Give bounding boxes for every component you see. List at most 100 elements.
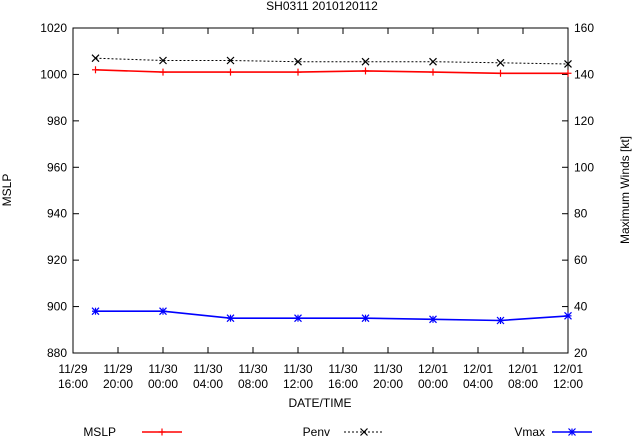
data-point-vmax — [361, 314, 370, 323]
marker-stroke — [429, 315, 437, 324]
series-line-vmax — [95, 310, 569, 322]
plot-area-frame — [72, 27, 569, 354]
y2-axis-label: Maximum Winds [kt] — [618, 136, 632, 244]
x-tick-label-date: 11/30 — [148, 362, 177, 376]
y-tick-label: 900 — [47, 300, 67, 314]
marker-stroke — [159, 307, 167, 316]
y2-tick-label: 60 — [574, 253, 588, 267]
x-tick-label-time: 16:00 — [328, 377, 358, 391]
marker-stroke — [294, 57, 302, 66]
chart-title: SH0311 2010120112 — [266, 0, 378, 13]
marker-stroke — [91, 54, 100, 63]
marker-stroke — [226, 56, 235, 65]
marker-stroke — [226, 314, 235, 323]
marker-stroke — [429, 57, 437, 66]
data-point-penv — [564, 60, 572, 68]
legend-label-mslp: MSLP — [83, 425, 116, 437]
y-tick-label: 940 — [47, 207, 67, 221]
marker-stroke — [564, 311, 572, 320]
marker-stroke — [361, 57, 370, 66]
y-tick-label: 960 — [47, 160, 67, 174]
x-tick-label-date: 12/01 — [418, 362, 448, 376]
y2-tick-label: 140 — [574, 67, 594, 81]
x-tick-label-date: 11/29 — [58, 362, 87, 376]
series-line-mslp — [95, 69, 568, 75]
data-point-penv — [429, 57, 437, 66]
y2-axis: 20 40 60 80 100 120 140 160 — [574, 21, 594, 360]
y-tick-label: 920 — [47, 253, 67, 267]
data-point-penv — [294, 57, 302, 66]
x-tick-label-date: 11/30 — [328, 362, 357, 376]
x-tick-label-time: 16:00 — [58, 377, 88, 391]
series-line-penv — [95, 57, 569, 65]
marker-stroke — [294, 314, 302, 323]
x-tick-label-time: 12:00 — [283, 377, 313, 391]
marker-stroke — [360, 428, 368, 436]
legend-marker-vmax — [568, 428, 576, 436]
x-tick-label-date: 12/01 — [508, 362, 538, 376]
data-point-mslp — [159, 68, 167, 76]
series-layer — [91, 54, 572, 325]
y-tick-label: 980 — [47, 114, 67, 128]
data-point-mslp — [227, 68, 234, 76]
data-point-mslp — [564, 69, 572, 77]
y-tick-label: 880 — [47, 346, 67, 360]
x-axis: 11/2916:0011/2920:0011/3000:0011/3004:00… — [58, 28, 583, 391]
data-point-mslp — [294, 68, 302, 76]
legend-label-penv: Penv — [303, 425, 330, 437]
x-tick-label-date: 11/29 — [103, 362, 132, 376]
y2-tick-label: 120 — [574, 114, 594, 128]
x-tick-label-time: 04:00 — [193, 377, 223, 391]
y2-tick-label: 20 — [574, 346, 588, 360]
y2-tick-label: 40 — [574, 300, 588, 314]
x-tick-label-date: 11/30 — [373, 362, 402, 376]
marker-stroke — [496, 58, 505, 67]
x-tick-label-date: 11/30 — [283, 362, 312, 376]
data-point-vmax — [564, 311, 572, 320]
marker-stroke — [361, 314, 370, 323]
x-tick-label-time: 00:00 — [418, 377, 448, 391]
data-point-vmax — [294, 314, 302, 323]
x-tick-label-time: 00:00 — [148, 377, 178, 391]
y2-tick-label: 160 — [574, 21, 594, 35]
data-point-vmax — [226, 314, 235, 323]
x-axis-label: DATE/TIME — [288, 396, 351, 410]
marker-stroke — [496, 316, 505, 325]
y2-tick-label: 100 — [574, 160, 594, 174]
data-point-vmax — [496, 316, 505, 325]
data-point-penv — [361, 57, 370, 66]
y2-tick-label: 80 — [574, 207, 588, 221]
data-point-penv — [91, 54, 100, 63]
data-point-mslp — [497, 69, 504, 77]
x-tick-label-date: 12/01 — [463, 362, 493, 376]
marker-stroke — [568, 428, 576, 436]
data-point-penv — [226, 56, 235, 65]
legend-marker-penv — [360, 428, 368, 436]
data-point-penv — [496, 58, 505, 67]
data-point-mslp — [362, 67, 369, 75]
y-axis-label: MSLP — [0, 174, 14, 207]
x-tick-label-time: 20:00 — [103, 377, 133, 391]
data-point-vmax — [429, 315, 437, 324]
marker-stroke — [91, 307, 100, 316]
data-point-penv — [159, 56, 167, 65]
x-tick-label-time: 12:00 — [553, 377, 583, 391]
x-tick-label-date: 11/30 — [193, 362, 222, 376]
x-tick-label-time: 08:00 — [508, 377, 538, 391]
data-point-vmax — [159, 307, 167, 316]
marker-stroke — [159, 56, 167, 65]
marker-stroke — [564, 60, 572, 68]
data-point-mslp — [92, 66, 99, 74]
legend: MSLP Penv Vmax — [83, 425, 592, 437]
x-tick-label-time: 08:00 — [238, 377, 268, 391]
x-tick-label-date: 11/30 — [238, 362, 267, 376]
legend-marker-mslp — [158, 428, 166, 436]
x-tick-label-time: 04:00 — [463, 377, 493, 391]
x-tick-label-time: 20:00 — [373, 377, 403, 391]
y-tick-label: 1020 — [40, 21, 67, 35]
y-tick-label: 1000 — [40, 67, 67, 81]
data-point-mslp — [429, 68, 437, 76]
y-axis: 880 900 920 940 960 980 1000 1020 — [40, 21, 568, 360]
x-tick-label-date: 12/01 — [553, 362, 583, 376]
